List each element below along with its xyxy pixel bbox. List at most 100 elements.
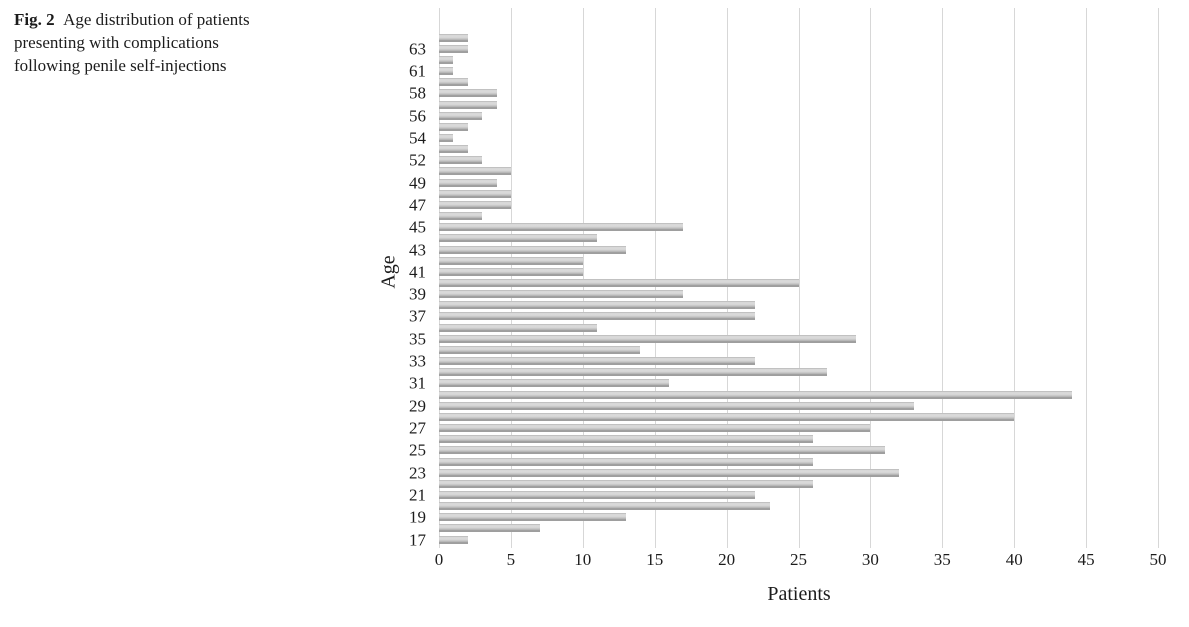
- y-axis-tick-label: 39: [409, 284, 426, 304]
- bar: [439, 122, 468, 131]
- bar: [439, 223, 684, 232]
- bar-row: 63: [409, 40, 1158, 57]
- bar-row: [439, 367, 1158, 378]
- bar: [439, 435, 813, 444]
- bar: [439, 301, 756, 310]
- x-axis-tick-label: 10: [574, 550, 592, 569]
- y-axis-tick-label: 19: [409, 507, 426, 527]
- bar: [439, 100, 497, 109]
- bar-row: 39: [409, 286, 1158, 303]
- bar: [439, 412, 1015, 421]
- bar: [439, 524, 540, 533]
- y-axis-tick-label: 47: [409, 195, 426, 215]
- y-axis-line: [439, 8, 440, 548]
- bar: [439, 133, 454, 142]
- bar-row: [439, 277, 1158, 288]
- bar-row: 61: [409, 63, 1158, 80]
- bar: [439, 189, 511, 198]
- bar-row: 41: [409, 263, 1158, 280]
- bar-row: [439, 77, 1158, 88]
- y-axis-tick-label: 27: [409, 418, 426, 438]
- bar: [439, 312, 756, 321]
- y-axis-tick-label: 41: [409, 262, 426, 282]
- bar-rows: 63 61 58 56 54 52 49 47 45 43 41 39 37 35 33 31 29 27 25 23…: [409, 32, 1158, 548]
- bar: [439, 468, 900, 477]
- gridline: [1158, 8, 1159, 548]
- gridline: [798, 8, 800, 548]
- bar-row: [439, 99, 1158, 110]
- y-axis-tick-label: 29: [409, 396, 426, 416]
- bar-row: [439, 523, 1158, 534]
- bar: [439, 89, 497, 98]
- bar: [439, 78, 468, 87]
- bar-row: 45: [409, 219, 1158, 236]
- x-axis-tick-label: 50: [1149, 550, 1167, 569]
- bar: [439, 44, 468, 53]
- bar: [439, 256, 583, 265]
- bar: [439, 513, 626, 522]
- bar: [439, 33, 468, 42]
- bar-row: 56: [409, 107, 1158, 124]
- y-axis-tick-label: 58: [409, 83, 426, 103]
- bar-row: 31: [409, 375, 1158, 392]
- bar-row: 47: [409, 196, 1158, 213]
- bar: [439, 479, 813, 488]
- bar: [439, 424, 871, 433]
- y-axis-tick-label: 52: [409, 150, 426, 170]
- bar-row: 54: [409, 129, 1158, 146]
- y-axis-tick-label: 63: [409, 39, 426, 59]
- y-axis-tick-label: 56: [409, 106, 426, 126]
- bar-row: [439, 255, 1158, 266]
- bar: [439, 345, 641, 354]
- gridline: [942, 8, 944, 548]
- y-axis-tick-label: 21: [409, 485, 426, 505]
- bar-row: [439, 434, 1158, 445]
- y-axis-tick-label: 54: [409, 128, 426, 148]
- bar: [439, 267, 583, 276]
- bar: [439, 67, 454, 76]
- bar-row: 27: [409, 420, 1158, 437]
- bar: [439, 379, 670, 388]
- bar: [439, 145, 468, 154]
- y-axis-tick-label: 49: [409, 173, 426, 193]
- bar: [439, 212, 483, 221]
- x-axis-tick-label: 25: [790, 550, 807, 569]
- bar: [439, 457, 813, 466]
- gridline: [1014, 8, 1016, 548]
- bar-row: 35: [409, 330, 1158, 347]
- bar-row: [439, 188, 1158, 199]
- plot-area: 63 61 58 56 54 52 49 47 45 43 41 39 37 35 33 31 29 27 25 23…: [409, 8, 1159, 548]
- y-axis-tick-label: 37: [409, 306, 426, 326]
- figure-caption-text: Age distribution of patients presenting …: [14, 10, 250, 75]
- bar: [439, 323, 598, 332]
- bar-row: [439, 211, 1158, 222]
- x-axis-tick-label: 15: [646, 550, 664, 569]
- y-axis-tick-label: 45: [409, 217, 426, 237]
- x-axis-tick-label: 5: [506, 550, 516, 569]
- bar-row: [439, 501, 1158, 512]
- x-axis-tick-label: 0: [434, 550, 444, 569]
- bar-row: [439, 389, 1158, 400]
- bar-row: 52: [409, 152, 1158, 169]
- bar: [439, 368, 828, 377]
- bar: [439, 357, 756, 366]
- bar-row: 17: [409, 531, 1158, 548]
- bar-row: [439, 300, 1158, 311]
- x-axis-tick-label: 35: [933, 550, 951, 569]
- y-axis-tick-label: 23: [409, 463, 426, 483]
- bar-row: 37: [409, 308, 1158, 325]
- y-axis-tick-label: 43: [409, 240, 426, 260]
- bar-row: [439, 144, 1158, 155]
- y-axis-tick-label: 33: [409, 351, 426, 371]
- gridline: [654, 8, 656, 548]
- bar-row: [439, 411, 1158, 422]
- bar: [439, 502, 770, 511]
- gridline: [510, 8, 512, 548]
- bar-row: 23: [409, 464, 1158, 481]
- bar: [439, 200, 511, 209]
- bar-row: [439, 233, 1158, 244]
- bar: [439, 156, 483, 165]
- bar-row: [439, 322, 1158, 333]
- bar-row: 19: [409, 509, 1158, 526]
